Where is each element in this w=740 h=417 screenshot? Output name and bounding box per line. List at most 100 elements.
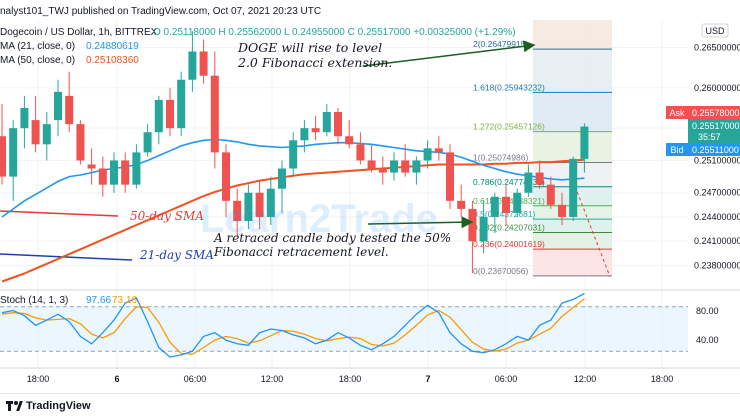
arrow-to-fib-05 (367, 216, 474, 229)
candle-up (289, 140, 298, 169)
retrace-note-line2: Fibonacci retracement level. (213, 245, 389, 259)
candle-down (222, 152, 230, 201)
fib-band (533, 249, 612, 276)
fib-level-label: 0.382(0.24207031) (473, 223, 545, 233)
candle-down (199, 51, 208, 76)
time-tick: 12:00 (574, 374, 597, 384)
last-price-tag (688, 119, 740, 143)
candle-down (367, 160, 376, 169)
fib-level-label: 1.272(0.25457126) (473, 122, 545, 132)
price-tick: 0.26000000 (694, 83, 740, 93)
candle-down (401, 160, 410, 173)
tradingview-brand: TradingView (26, 399, 91, 412)
price-tick: 0.23800000 (694, 260, 740, 270)
symbol-text: Dogecoin / US Dollar, 1h, BITTREX (0, 27, 158, 38)
candle-up (412, 160, 421, 173)
candle-up (569, 158, 578, 217)
fib-level-label: 0.236(0.24001619) (473, 239, 545, 249)
svg-text:Learn2Trade: Learn2Trade (200, 197, 438, 241)
stochastic-pane (0, 292, 688, 358)
fib-trend-line (574, 186, 611, 277)
time-tick: 7 (425, 374, 430, 384)
footer-bar: TradingView (0, 393, 740, 417)
candle-down (434, 148, 443, 153)
stoch-tick-40: 40.00 (696, 335, 719, 345)
fib-band-top (533, 20, 612, 50)
ask-price-tag (688, 106, 740, 119)
candle-up (322, 112, 331, 133)
candle-down (446, 152, 454, 201)
stoch-tick-80: 80.00 (696, 306, 719, 316)
candle-down (535, 172, 544, 185)
ma21-legend: MA (21, close, 0) (0, 41, 75, 52)
candle-up (42, 124, 51, 145)
bid-price: 0.25511000 (692, 145, 739, 155)
fib-band (533, 92, 612, 132)
candle-down (334, 112, 342, 137)
bid-price-tag (688, 143, 740, 156)
watermark-logo: Learn2Trade (200, 197, 438, 241)
sma50-label: 50-day SMA (130, 209, 204, 223)
doge-note-line1: DOGE will rise to level (237, 40, 382, 55)
candle-up (110, 160, 118, 185)
fib-level-label: 0.5(0.24372681) (473, 209, 536, 219)
candle-down (546, 184, 555, 205)
retrace-note-line1: A retraced candle body tested the 50% (213, 231, 451, 245)
sma21-label: 21-day SMA (139, 248, 214, 262)
candle-down (233, 200, 242, 221)
stoch-k-line (1, 292, 585, 358)
candle-down (121, 160, 130, 185)
price-tick: 0.25100000 (694, 155, 740, 165)
time-tick: 06:00 (184, 374, 207, 384)
price-axis[interactable]: USD 0.265000000.260000000.255000000.2510… (666, 20, 740, 290)
candle-down (502, 196, 510, 213)
sma21-support-line (0, 253, 133, 261)
candle-down (378, 168, 387, 173)
candle-down (0, 136, 6, 177)
candle-up (20, 107, 29, 129)
stoch-k-value: 97.66 (86, 295, 111, 306)
candle-up (132, 152, 141, 185)
stoch-label: Stoch (14, 1, 3) (0, 295, 68, 306)
annotation-arrows (363, 40, 536, 229)
ask-price: 0.25578000 (692, 108, 740, 118)
candle-down (87, 164, 96, 169)
bid-badge (666, 143, 688, 156)
candle-up (479, 216, 488, 242)
candle-up (244, 192, 253, 221)
time-axis[interactable]: 18:00 6 06:00 12:00 18:00 7 06:00 12:00 18:00 (27, 374, 674, 384)
candle-up (513, 192, 522, 213)
candle-down (76, 124, 85, 161)
candle-up (490, 196, 499, 217)
candle-down (468, 208, 477, 242)
ohlc-text: O 0.25118000 H 0.25562000 L 0.24955000 C… (153, 27, 516, 38)
fib-band (533, 219, 612, 233)
candle-down (558, 204, 566, 217)
candle-up (188, 51, 197, 80)
candle-up (580, 126, 589, 159)
candle-down (255, 192, 264, 217)
fib-level-label: 0.786(0.24774131) (473, 177, 545, 187)
candle-up (266, 188, 275, 217)
stoch-d-value: 73.16 (112, 295, 137, 306)
candle-up (143, 132, 152, 153)
fib-level-label: 0(0.23670056) (473, 266, 528, 276)
sma50-support-line (0, 210, 119, 217)
bid-label: Bid (670, 145, 683, 155)
publisher-text: nalyst101_TWJ published on TradingView.c… (0, 6, 321, 17)
ask-label: Ask (669, 108, 685, 118)
time-tick: 6 (114, 374, 119, 384)
fib-band (533, 131, 612, 163)
candle-up (390, 160, 398, 173)
candle-down (356, 144, 365, 161)
candle-down (311, 128, 320, 133)
candle-down (98, 168, 107, 185)
fib-level-label: 1(0.25074986) (473, 152, 528, 162)
fib-level-label: 1.618(0.25943232) (473, 82, 545, 92)
candle-up (154, 99, 163, 133)
candle-up (300, 128, 309, 141)
fibonacci-extension: 2(0.26479915) 1.618(0.25943232) 1.272(0.25… (473, 20, 612, 277)
candle-down (457, 200, 466, 209)
price-tick: 0.24400000 (694, 212, 740, 222)
